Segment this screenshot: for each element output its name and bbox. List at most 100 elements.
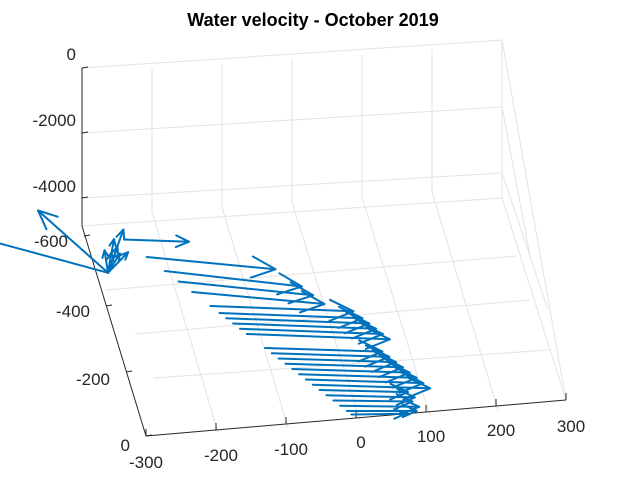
velocity-arrow	[277, 349, 398, 373]
velocity-arrow	[325, 388, 416, 406]
y-axis-line	[81, 225, 147, 437]
velocity-arrow-head	[351, 316, 378, 340]
velocity-arrow-shaft	[107, 251, 113, 274]
velocity-arrow-head	[110, 245, 119, 256]
y-tick-labels: 0 -200 -400 -600	[34, 232, 130, 455]
velocity-arrow	[145, 255, 277, 279]
x-tick-label: 300	[557, 417, 585, 436]
x-tick-label: 100	[417, 427, 445, 446]
velocity-arrow	[218, 305, 364, 329]
velocity-arrow	[0, 242, 109, 274]
velocity-arrow-head	[384, 360, 411, 384]
z-tick-labels: 0 -2000 -4000	[33, 45, 76, 196]
velocity-arrow-shaft	[225, 317, 371, 325]
velocity-arrow-shaft	[103, 249, 109, 274]
velocity-arrow-shaft	[191, 291, 326, 305]
velocity-arrow-shaft	[177, 280, 315, 297]
velocity-arrow-shaft	[0, 242, 109, 274]
velocity-arrow-shaft	[318, 389, 409, 394]
velocity-arrow-shaft	[218, 312, 364, 320]
velocity-arrow-head	[119, 251, 130, 261]
velocity-arrow-head	[108, 238, 117, 248]
velocity-arrow	[232, 316, 378, 340]
velocity-arrow	[284, 355, 404, 379]
y-tick-label: -200	[76, 370, 110, 389]
velocity-arrow	[304, 370, 425, 394]
velocity-arrow-shaft	[284, 362, 404, 369]
velocity-arrow-head	[393, 408, 406, 420]
velocity-arrow-shaft	[145, 256, 277, 271]
z-tick-mark--4000	[81, 196, 89, 199]
velocity-arrow-head	[115, 228, 126, 241]
y-tick-label: 0	[121, 436, 130, 455]
velocity-arrow-shaft	[291, 368, 411, 374]
velocity-arrow	[239, 321, 384, 345]
y-tick-mark--200	[125, 370, 133, 373]
back-grid-z--4000	[81, 172, 503, 199]
velocity-arrow-shaft	[325, 394, 416, 399]
floor-grid-x--200	[151, 211, 219, 433]
velocity-arrow	[122, 234, 190, 249]
velocity-arrow-head	[364, 344, 391, 368]
velocity-arrow-shaft	[304, 378, 425, 385]
floor-grid-x--100	[221, 206, 289, 429]
velocity-arrow-shaft	[37, 209, 109, 274]
velocity-arrow-head	[391, 365, 418, 389]
side-grid-z--4000	[501, 172, 549, 311]
y-tick-mark--600	[83, 234, 91, 237]
back-grid-z-0	[81, 39, 503, 69]
back-grid-z--2000	[81, 106, 503, 134]
side-wall-top-edge	[501, 39, 567, 401]
velocity-arrow	[345, 403, 418, 419]
floor-grid-x-100	[361, 196, 431, 417]
velocity-arrow-head	[357, 339, 384, 363]
velocity-arrow-head	[401, 403, 418, 419]
velocity-arrow-shaft	[311, 383, 432, 390]
velocity-arrow-head	[378, 355, 404, 379]
x-tick-label: 0	[356, 433, 365, 452]
x-tick-label: 200	[487, 421, 515, 440]
velocity-arrow	[311, 376, 432, 400]
velocity-arrow-shaft	[332, 399, 414, 403]
side-wall-floor-edge	[501, 197, 567, 401]
z-tick-label: -4000	[33, 177, 76, 196]
velocity-arrow	[270, 344, 391, 368]
axes	[81, 66, 567, 437]
quiver-arrows	[0, 209, 432, 420]
y-tick-mark--400	[105, 304, 113, 307]
velocity-arrow	[225, 311, 371, 335]
velocity-arrow-head	[37, 209, 59, 231]
velocity-arrow-shaft	[277, 357, 398, 364]
velocity-arrow-head	[344, 311, 371, 335]
velocity-arrow	[291, 360, 411, 384]
z-tick-mark--2000	[81, 131, 89, 134]
side-grid-z--2000	[501, 106, 531, 257]
velocity-arrow-shaft	[239, 327, 384, 335]
velocity-arrow-head	[405, 376, 432, 400]
velocity-arrow-shaft	[245, 333, 391, 341]
velocity-arrow-shaft	[298, 373, 418, 379]
velocity-arrow-shaft	[163, 270, 303, 288]
velocity-arrow-head	[337, 305, 364, 329]
velocity-arrow-head	[357, 321, 384, 345]
side-wall-grid	[501, 39, 567, 401]
velocity-arrow-head	[398, 370, 425, 394]
floor-grid-y--600-inner	[105, 255, 517, 291]
velocity-arrow	[350, 408, 406, 420]
chart-title: Water velocity - October 2019	[187, 10, 438, 30]
y-tick-label: -400	[56, 302, 90, 321]
x-tick-label: -100	[274, 440, 308, 459]
velocity-arrow-shaft	[232, 322, 378, 330]
velocity-arrow	[245, 326, 391, 350]
z-tick-label: 0	[67, 45, 76, 64]
velocity-arrow-shaft	[209, 305, 355, 313]
velocity-arrow-head	[371, 349, 398, 373]
velocity-arrow	[101, 249, 110, 274]
floor-grid-x-200	[431, 191, 499, 411]
velocity-arrow-head	[174, 234, 190, 249]
velocity-arrow	[107, 251, 130, 274]
velocity-arrow-head	[249, 255, 277, 279]
velocity-arrow-head	[364, 326, 391, 350]
